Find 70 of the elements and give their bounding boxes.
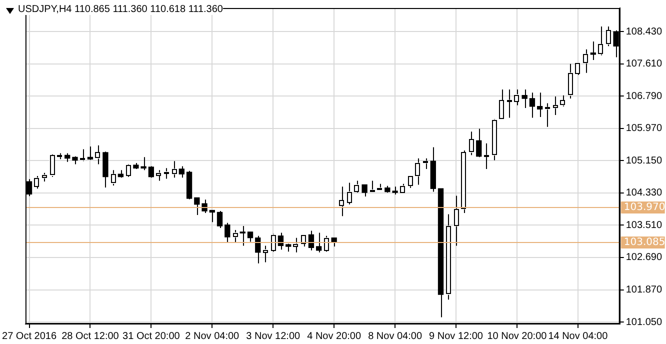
candlestick <box>537 92 543 118</box>
candlestick <box>346 182 352 205</box>
x-tick-label: 14 Nov 04:00 <box>548 330 608 342</box>
candlestick <box>95 144 101 165</box>
candlestick <box>49 154 55 178</box>
candlestick <box>590 40 596 60</box>
y-tick-label: 101.050 <box>626 316 662 328</box>
candlestick <box>202 199 208 214</box>
candlestick <box>87 146 94 160</box>
candlestick <box>293 237 299 253</box>
candlestick <box>567 63 574 100</box>
x-tick-label: 31 Oct 20:00 <box>122 330 180 342</box>
candlestick <box>316 232 322 253</box>
candlestick <box>422 158 428 170</box>
x-tick-label: 28 Oct 12:00 <box>62 330 120 342</box>
y-tick-label: 108.430 <box>626 26 662 38</box>
x-tick-label: 8 Nov 04:00 <box>368 330 422 342</box>
candlestick <box>240 226 246 246</box>
chart-title: USDJPY,H4 110.865 111.360 110.618 111.360 <box>18 4 223 15</box>
y-tick-label: 102.690 <box>626 252 662 264</box>
y-tick-label: 103.510 <box>626 220 662 231</box>
candlestick <box>270 233 276 252</box>
y-tick-label: 105.970 <box>626 123 662 134</box>
y-tick-label: 107.610 <box>626 58 662 70</box>
candlestick <box>300 234 306 247</box>
candlestick <box>148 166 154 178</box>
candlestick <box>446 214 452 300</box>
candlestick <box>156 170 162 182</box>
candlestick <box>178 166 184 178</box>
candlestick <box>338 186 345 217</box>
y-tick-label: 101.870 <box>626 284 662 296</box>
x-tick-label: 4 Nov 20:00 <box>307 330 362 342</box>
x-tick-label: 9 Nov 12:00 <box>429 330 484 342</box>
candlestick <box>110 170 116 186</box>
ref-line-label: 103.970 <box>624 202 666 214</box>
y-tick-label: 105.150 <box>626 155 662 166</box>
candlestick <box>522 88 528 108</box>
candlestick <box>209 210 215 223</box>
candlestick <box>460 150 466 214</box>
candlestick <box>484 142 490 170</box>
x-tick-label: 2 Nov 04:00 <box>185 330 240 342</box>
candlestick <box>498 88 505 120</box>
candlestick <box>506 88 512 118</box>
candlestick <box>598 26 604 56</box>
candlestick <box>491 118 497 161</box>
candlestick <box>529 92 536 118</box>
x-tick-label: 27 Oct 2016 <box>2 330 57 342</box>
candlestick <box>224 222 230 244</box>
candlestick <box>369 180 376 192</box>
candlestick <box>247 231 254 242</box>
y-tick-label: 104.330 <box>626 188 662 199</box>
y-tick-label: 106.790 <box>626 90 662 102</box>
x-tick-label: 3 Nov 12:00 <box>246 330 301 342</box>
candlestick <box>514 88 520 106</box>
ref-line-label: 103.085 <box>624 237 666 248</box>
candlestick <box>262 245 268 263</box>
candlestick <box>232 229 238 244</box>
candlestick <box>407 176 414 188</box>
candlestick <box>476 128 482 158</box>
candlestick <box>560 94 566 107</box>
candlestick <box>216 210 223 228</box>
candlestick <box>415 158 421 186</box>
candlestick <box>453 195 459 246</box>
candlestick <box>125 164 132 178</box>
candlestick <box>362 184 368 197</box>
candlestick <box>468 131 474 156</box>
candlestick <box>80 148 86 162</box>
candlestick <box>194 197 200 216</box>
x-tick-label: 10 Nov 20:00 <box>487 330 548 342</box>
candlestick <box>34 176 40 190</box>
